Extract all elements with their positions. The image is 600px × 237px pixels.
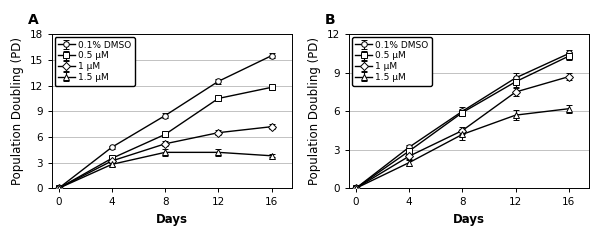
Text: A: A	[28, 13, 39, 27]
Text: B: B	[325, 13, 336, 27]
Y-axis label: Population Doubling (PD): Population Doubling (PD)	[11, 37, 24, 185]
X-axis label: Days: Days	[453, 213, 485, 226]
Y-axis label: Population Doubling (PD): Population Doubling (PD)	[308, 37, 322, 185]
X-axis label: Days: Days	[156, 213, 188, 226]
Legend: 0.1% DMSO, 0.5 μM, 1 μM, 1.5 μM: 0.1% DMSO, 0.5 μM, 1 μM, 1.5 μM	[352, 37, 432, 86]
Legend: 0.1% DMSO, 0.5 μM, 1 μM, 1.5 μM: 0.1% DMSO, 0.5 μM, 1 μM, 1.5 μM	[55, 37, 135, 86]
